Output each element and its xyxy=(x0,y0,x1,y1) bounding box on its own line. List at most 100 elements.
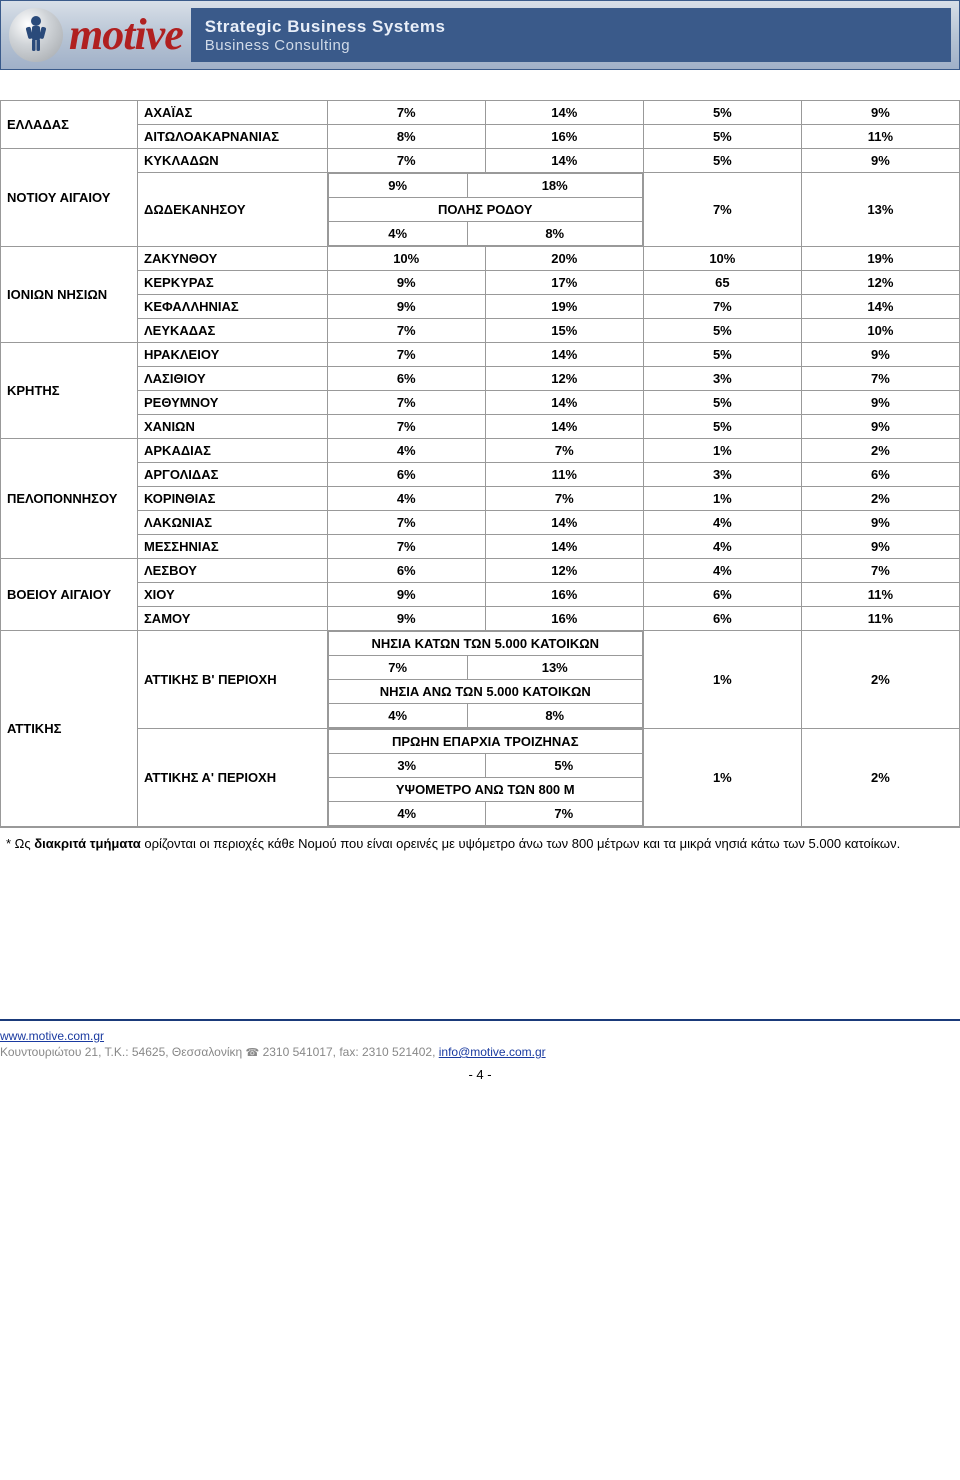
subregion-cell: ΑΡΓΟΛΙΔΑΣ xyxy=(138,463,328,487)
data-cell: 5% xyxy=(643,319,801,343)
subregion-cell: ΚΕΡΚΥΡΑΣ xyxy=(138,271,328,295)
subregion-cell: ΖΑΚΥΝΘΟΥ xyxy=(138,247,328,271)
footer-email[interactable]: info@motive.com.gr xyxy=(439,1045,546,1059)
data-cell: 5% xyxy=(643,101,801,125)
footer-url[interactable]: www.motive.com.gr xyxy=(0,1029,104,1043)
phone-icon: ☎ xyxy=(246,1047,260,1059)
page-number: - 4 - xyxy=(0,1067,960,1082)
data-cell: 11% xyxy=(801,607,959,631)
data-cell: 7% xyxy=(801,367,959,391)
nested-container: ΝΗΣΙΑ ΚΑΤΩΝ ΤΩΝ 5.000 ΚΑΤΟΙΚΩΝ7%13%ΝΗΣΙΑ… xyxy=(327,631,643,729)
data-cell: 2% xyxy=(801,487,959,511)
table-row: ΣΑΜΟΥ9%16%6%11% xyxy=(1,607,960,631)
nested-cell: 8% xyxy=(467,222,642,246)
data-cell: 7% xyxy=(643,295,801,319)
subregion-cell: ΡΕΘΥΜΝΟΥ xyxy=(138,391,328,415)
nested-cell: 4% xyxy=(328,704,467,728)
data-cell: 7% xyxy=(327,535,485,559)
data-cell: 9% xyxy=(327,295,485,319)
region-cell: ΚΡΗΤΗΣ xyxy=(1,343,138,439)
footer-addr-prefix: Κουντουριώτου 21, Τ.Κ.: 54625, Θεσσαλονί… xyxy=(0,1045,246,1059)
data-cell: 7% xyxy=(643,173,801,247)
data-cell: 14% xyxy=(485,101,643,125)
page-footer: www.motive.com.gr Κουντουριώτου 21, Τ.Κ.… xyxy=(0,1019,960,1059)
data-cell: 8% xyxy=(327,125,485,149)
data-cell: 3% xyxy=(643,463,801,487)
data-cell: 5% xyxy=(643,125,801,149)
nested-cell: 3% xyxy=(328,754,485,778)
footnote-bold: διακριτά τμήματα xyxy=(34,836,141,851)
data-cell: 1% xyxy=(643,631,801,729)
region-cell: ΝΟΤΙΟΥ ΑΙΓΑΙΟΥ xyxy=(1,149,138,247)
data-cell: 12% xyxy=(801,271,959,295)
nested-cell: 7% xyxy=(328,656,467,680)
data-cell: 9% xyxy=(801,101,959,125)
data-cell: 14% xyxy=(485,415,643,439)
nested-cell: 4% xyxy=(328,802,485,826)
data-cell: 7% xyxy=(327,149,485,173)
data-cell: 19% xyxy=(801,247,959,271)
table-row: ΧΙΟΥ9%16%6%11% xyxy=(1,583,960,607)
data-cell: 5% xyxy=(643,343,801,367)
data-cell: 4% xyxy=(643,511,801,535)
logo-text: motive xyxy=(69,13,183,57)
table-row: ΔΩΔΕΚΑΝΗΣΟΥ9%18%ΠΟΛΗΣ ΡΟΔΟΥ4%8%7%13% xyxy=(1,173,960,247)
table-row: ΛΑΣΙΘΙΟΥ6%12%3%7% xyxy=(1,367,960,391)
nested-label: ΠΟΛΗΣ ΡΟΔΟΥ xyxy=(328,198,642,222)
table-row: ΝΟΤΙΟΥ ΑΙΓΑΙΟΥΚΥΚΛΑΔΩΝ7%14%5%9% xyxy=(1,149,960,173)
table-row: ΛΕΥΚΑΔΑΣ7%15%5%10% xyxy=(1,319,960,343)
region-cell: ΙΟΝΙΩΝ ΝΗΣΙΩΝ xyxy=(1,247,138,343)
banner-line1: Strategic Business Systems xyxy=(205,17,937,37)
data-cell: 5% xyxy=(643,149,801,173)
data-cell: 2% xyxy=(801,729,959,827)
data-cell: 10% xyxy=(801,319,959,343)
table-row: ΙΟΝΙΩΝ ΝΗΣΙΩΝΖΑΚΥΝΘΟΥ10%20%10%19% xyxy=(1,247,960,271)
subregion-cell: ΚΥΚΛΑΔΩΝ xyxy=(138,149,328,173)
table-row: ΑΡΓΟΛΙΔΑΣ6%11%3%6% xyxy=(1,463,960,487)
footnote-prefix: * Ως xyxy=(6,836,34,851)
subregion-cell: ΚΕΦΑΛΛΗΝΙΑΣ xyxy=(138,295,328,319)
subregion-cell: ΚΟΡΙΝΘΙΑΣ xyxy=(138,487,328,511)
data-cell: 14% xyxy=(485,535,643,559)
table-row: ΑΤΤΙΚΗΣΑΤΤΙΚΗΣ Β' ΠΕΡΙΟΧΗΝΗΣΙΑ ΚΑΤΩΝ ΤΩΝ… xyxy=(1,631,960,729)
data-cell: 6% xyxy=(643,583,801,607)
data-cell: 4% xyxy=(643,535,801,559)
data-cell: 15% xyxy=(485,319,643,343)
data-cell: 4% xyxy=(643,559,801,583)
subregion-cell: ΣΑΜΟΥ xyxy=(138,607,328,631)
subregion-cell: ΧΑΝΙΩΝ xyxy=(138,415,328,439)
data-cell: 1% xyxy=(643,729,801,827)
data-cell: 17% xyxy=(485,271,643,295)
nested-cell: 8% xyxy=(467,704,642,728)
data-cell: 4% xyxy=(327,487,485,511)
data-cell: 6% xyxy=(327,367,485,391)
subregion-cell: ΑΧΑΪΑΣ xyxy=(138,101,328,125)
subregion-cell: ΛΑΣΙΘΙΟΥ xyxy=(138,367,328,391)
subregion-cell: ΔΩΔΕΚΑΝΗΣΟΥ xyxy=(138,173,328,247)
data-cell: 6% xyxy=(327,559,485,583)
data-cell: 2% xyxy=(801,439,959,463)
nested-cell: 18% xyxy=(467,174,642,198)
table-row: ΚΕΡΚΥΡΑΣ9%17%6512% xyxy=(1,271,960,295)
subregion-cell: ΗΡΑΚΛΕΙΟΥ xyxy=(138,343,328,367)
data-cell: 11% xyxy=(801,125,959,149)
data-cell: 9% xyxy=(801,511,959,535)
banner-line2: Business Consulting xyxy=(205,37,937,54)
data-cell: 65 xyxy=(643,271,801,295)
data-cell: 12% xyxy=(485,559,643,583)
nested-label: ΝΗΣΙΑ ΚΑΤΩΝ ΤΩΝ 5.000 ΚΑΤΟΙΚΩΝ xyxy=(328,632,642,656)
data-cell: 7% xyxy=(327,101,485,125)
nested-cell: 5% xyxy=(485,754,642,778)
data-cell: 9% xyxy=(327,583,485,607)
footer-address: Κουντουριώτου 21, Τ.Κ.: 54625, Θεσσαλονί… xyxy=(0,1045,960,1059)
table-row: ΑΙΤΩΛΟΑΚΑΡΝΑΝΙΑΣ8%16%5%11% xyxy=(1,125,960,149)
nested-label: ΝΗΣΙΑ ΑΝΩ ΤΩΝ 5.000 ΚΑΤΟΙΚΩΝ xyxy=(328,680,642,704)
data-cell: 14% xyxy=(485,149,643,173)
data-cell: 7% xyxy=(327,511,485,535)
data-cell: 12% xyxy=(485,367,643,391)
data-cell: 7% xyxy=(327,319,485,343)
data-cell: 14% xyxy=(485,511,643,535)
region-cell: ΕΛΛΑΔΑΣ xyxy=(1,101,138,149)
data-cell: 14% xyxy=(485,391,643,415)
data-cell: 6% xyxy=(801,463,959,487)
